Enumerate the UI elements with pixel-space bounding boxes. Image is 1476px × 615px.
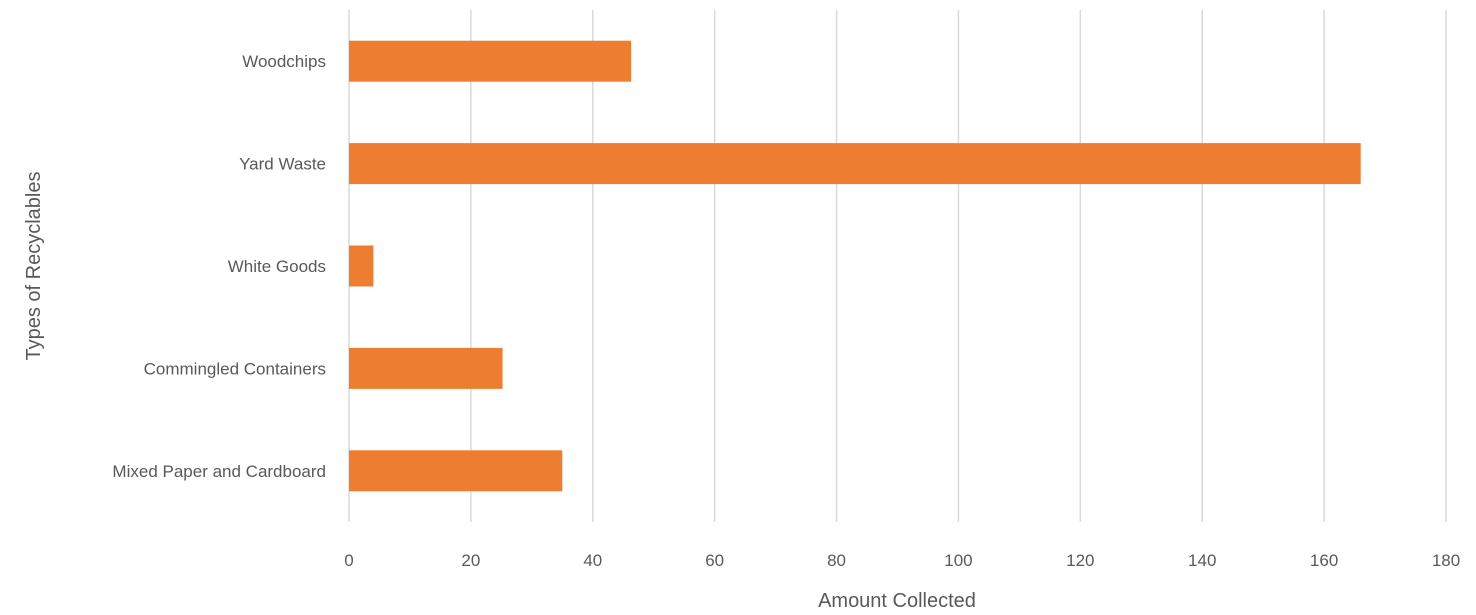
- x-tick-label: 40: [583, 551, 602, 570]
- category-label: Commingled Containers: [144, 359, 326, 378]
- category-label: Woodchips: [242, 52, 326, 71]
- category-label: Yard Waste: [239, 155, 326, 174]
- x-tick-label: 120: [1066, 551, 1094, 570]
- bar: [349, 347, 503, 389]
- x-tick-label: 80: [827, 551, 846, 570]
- x-tick-label: 100: [944, 551, 972, 570]
- x-tick-labels: 0 20 40 60 80 100 120 140 160 180: [344, 551, 1460, 570]
- x-tick-label: 180: [1432, 551, 1460, 570]
- bar: [349, 40, 632, 82]
- bar: [349, 245, 374, 287]
- x-tick-label: 0: [344, 551, 353, 570]
- x-axis-title: Amount Collected: [818, 590, 976, 610]
- bar: [349, 143, 1361, 185]
- category-label: Mixed Paper and Cardboard: [112, 462, 326, 481]
- x-tick-label: 20: [461, 551, 480, 570]
- category-labels: Woodchips Yard Waste White Goods Commingled…: [112, 52, 326, 481]
- bars: [349, 40, 1361, 492]
- category-label: White Goods: [228, 257, 326, 276]
- bar: [349, 450, 563, 492]
- x-tick-label: 60: [705, 551, 724, 570]
- x-tick-label: 140: [1188, 551, 1216, 570]
- gridlines: [348, 10, 1447, 522]
- x-tick-label: 160: [1310, 551, 1338, 570]
- y-axis-title: Types of Recyclables: [23, 172, 45, 361]
